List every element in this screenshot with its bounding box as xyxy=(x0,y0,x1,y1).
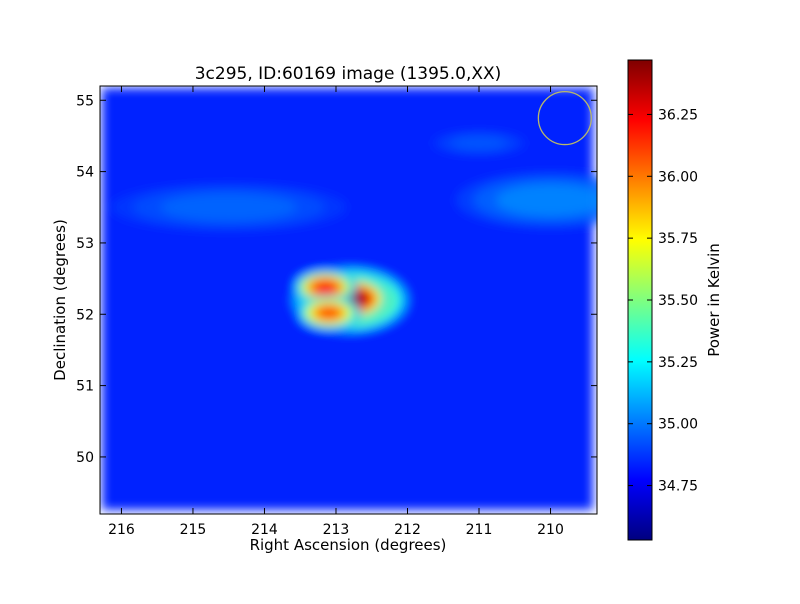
colorbar-tick-label: 35.25 xyxy=(658,355,698,371)
y-tick-label: 51 xyxy=(76,379,94,395)
heatmap-band-level xyxy=(160,193,297,221)
x-tick-label: 210 xyxy=(537,522,564,538)
x-tick-label: 212 xyxy=(394,522,421,538)
plot-frame xyxy=(99,85,598,515)
y-tick-label: 52 xyxy=(76,307,94,323)
colorbar-tick-label: 35.50 xyxy=(658,293,698,309)
y-tick-label: 53 xyxy=(76,236,94,252)
x-tick-label: 214 xyxy=(251,522,278,538)
y-tick-label: 55 xyxy=(76,93,94,109)
colorbar-tick-label: 34.75 xyxy=(658,479,698,495)
heatmap-band-level xyxy=(451,136,507,150)
colorbar-tick-label: 35.75 xyxy=(658,231,698,247)
chart-title: 3c295, ID:60169 image (1395.0,XX) xyxy=(195,64,502,84)
plot-area xyxy=(100,86,597,514)
heatmap-layer xyxy=(102,88,597,510)
x-axis-label: Right Ascension (degrees) xyxy=(250,536,447,554)
x-tick-label: 216 xyxy=(108,522,135,538)
colorbar-tick-label: 36.00 xyxy=(658,169,698,185)
colorbar-ticks: 34.75 35.00 35.25 35.50 35.75 36.00 36.25 xyxy=(628,107,698,495)
y-tick-label: 50 xyxy=(76,450,94,466)
beam-layer xyxy=(537,90,592,146)
x-tick-label: 215 xyxy=(180,522,207,538)
colorbar-tick-label: 35.00 xyxy=(658,417,698,433)
x-axis: 216 215 214 213 212 211 210 xyxy=(108,86,564,538)
colorbar: 34.75 35.00 35.25 35.50 35.75 36.00 36.25 Powe… xyxy=(627,59,723,541)
heatmap-band-level xyxy=(496,184,597,216)
colorbar-label: Power in Kelvin xyxy=(705,243,723,357)
x-tick-label: 213 xyxy=(323,522,350,538)
y-axis: 50 51 52 53 54 55 xyxy=(76,93,597,466)
y-tick-label: 54 xyxy=(76,165,94,181)
colorbar-tick-label: 36.25 xyxy=(658,107,698,123)
x-tick-label: 211 xyxy=(466,522,493,538)
beam-circle xyxy=(537,90,592,146)
heatmap-source-level xyxy=(316,306,341,320)
heatmap-source-level xyxy=(313,280,338,294)
y-axis-label: Declination (degrees) xyxy=(51,219,69,381)
